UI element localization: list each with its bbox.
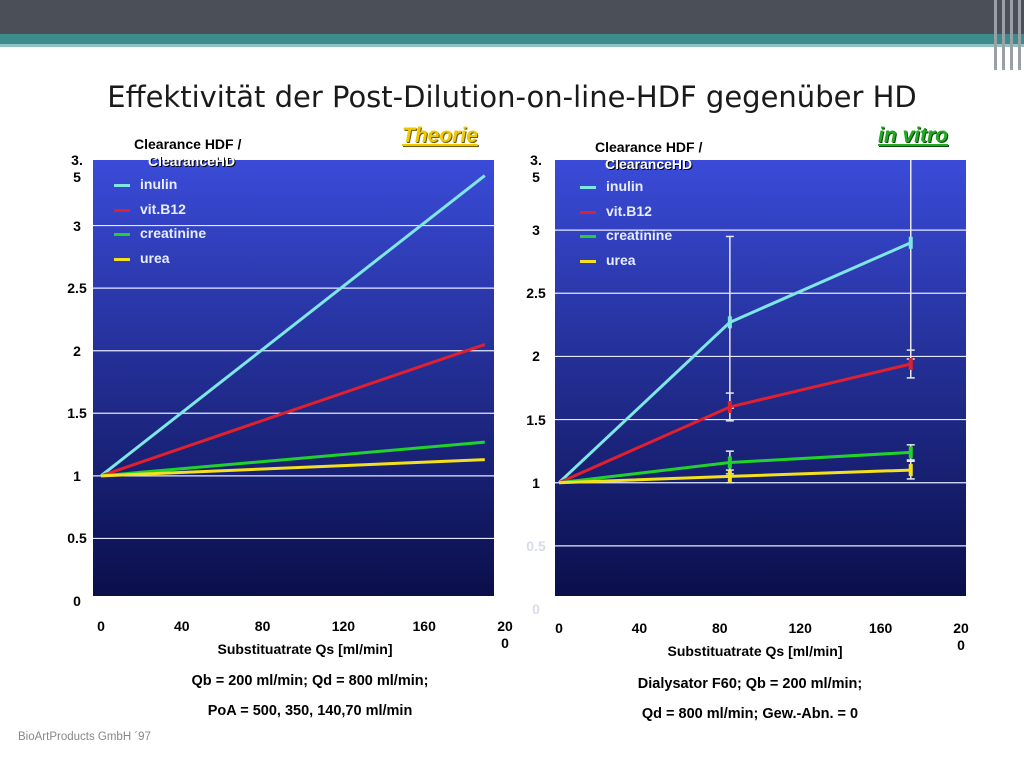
legend-label: vit.B12 [140, 200, 186, 217]
top-bar [0, 0, 1024, 34]
x-tick-label: 160 [868, 620, 893, 636]
chart-title-line2: ClearanceHD [148, 153, 236, 169]
chart-title-line1: Clearance HDF / [134, 136, 242, 152]
legend-swatch [114, 208, 130, 212]
y-tick-label: 2.5 [67, 280, 87, 297]
x-tick-label: 40 [631, 620, 648, 636]
note-left-2: PoA = 500, 350, 140,70 ml/min [207, 703, 413, 719]
plot-background [555, 160, 966, 596]
x-tick-label: 120 [788, 620, 812, 636]
y-tick-label: 1.5 [67, 405, 87, 422]
corner-decor [994, 0, 997, 70]
tag-theorie: Theorie [402, 124, 478, 147]
y-tick-label: 0 [73, 593, 81, 609]
y-tick-label: 2 [532, 348, 540, 365]
x-axis-label-right: Substituatrate Qs [ml/min] [667, 643, 843, 659]
chart-title-line2: ClearanceHD [605, 156, 693, 172]
legend-label: inulin [140, 176, 178, 192]
x-tick-label: 20 0 [497, 618, 513, 651]
y-tick-label: 2.5 [526, 285, 546, 302]
x-tick-label: 0 [555, 620, 563, 636]
y-tick-label: 0.5 [67, 530, 87, 547]
x-tick-label: 80 [254, 618, 271, 634]
note-right-1: Dialysator F60; Qb = 200 ml/min; [637, 676, 863, 692]
x-tick-label: 80 [712, 620, 728, 636]
x-tick-label: 40 [174, 618, 190, 634]
y-tick-label: 2 [73, 342, 81, 359]
legend-swatch [114, 184, 130, 187]
chart-right-title: Clearance HDF / ClearanceHD [595, 139, 702, 173]
note-right-2: Qd = 800 ml/min; Gew.-Abn. = 0 [641, 706, 859, 722]
plot-left [93, 160, 494, 596]
top-stripe-light [0, 44, 1024, 47]
series-line-vitb12 [100, 343, 486, 478]
x-tick-label: 120 [331, 618, 356, 634]
legend-label: vit.B12 [606, 202, 652, 219]
legend-swatch [580, 210, 596, 214]
corner-decor [1010, 0, 1013, 70]
x-tick-label: 0 [97, 618, 105, 634]
footer-credit: BioArtProducts GmbH ´97 [18, 731, 151, 743]
error-bar [725, 392, 734, 422]
legend-label: creatinine [606, 227, 673, 243]
slide-title: Effektivität der Post-Dilution-on-line-H… [107, 80, 917, 114]
plot-right [555, 160, 966, 596]
x-tick-label: 160 [412, 618, 436, 634]
y-tick-label: 3 [532, 222, 540, 239]
legend-label: inulin [606, 178, 644, 194]
error-bar [725, 469, 734, 484]
y-tick-label: 3. 5 [530, 152, 542, 185]
y-tick-label: 0 [532, 601, 540, 617]
y-tick-label: 1.5 [526, 411, 546, 428]
note-left-1: Qb = 200 ml/min; Qd = 800 ml/min; [191, 673, 429, 689]
y-tick-label: 3 [73, 217, 81, 234]
legend-swatch [580, 235, 596, 238]
error-bar [906, 349, 915, 379]
x-tick-label: 20 0 [953, 620, 969, 653]
error-bar [906, 460, 915, 480]
legend-swatch [114, 233, 130, 236]
error-bar [906, 444, 915, 461]
y-tick-label: 3. 5 [71, 152, 83, 185]
chart-left-title: Clearance HDF / ClearanceHD [134, 136, 241, 170]
legend-swatch [580, 186, 596, 189]
legend-swatch [580, 259, 596, 263]
legend-label: urea [606, 251, 636, 268]
x-axis-label-left: Substituatrate Qs [ml/min] [217, 641, 393, 657]
legend-swatch [114, 257, 130, 261]
corner-decor [1018, 0, 1021, 70]
y-tick-label: 1 [73, 467, 81, 484]
top-stripe [0, 34, 1024, 44]
chart-title-line1: Clearance HDF / [595, 139, 703, 155]
series-line-inulin [100, 174, 486, 478]
tag-in-vitro: in vitro [878, 124, 949, 147]
y-tick-label: 0.5 [526, 537, 546, 554]
series-line-creatinine [100, 440, 485, 478]
series-line-urea [100, 458, 485, 478]
legend-label: urea [140, 249, 170, 266]
corner-decor [1002, 0, 1005, 70]
legend-label: creatinine [140, 225, 207, 241]
y-tick-label: 1 [532, 474, 540, 491]
plot-background [93, 160, 494, 596]
